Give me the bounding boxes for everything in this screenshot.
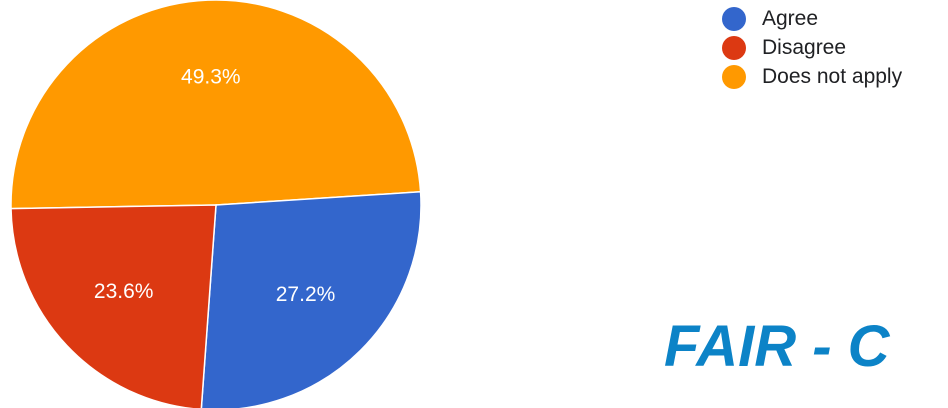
slice-label-disagree: 23.6% (94, 280, 154, 303)
chart-legend: Agree Disagree Does not apply (722, 4, 902, 91)
slice-label-agree: 27.2% (276, 283, 336, 306)
legend-label-agree: Agree (762, 6, 819, 30)
pie-slice-agree[interactable] (200, 190, 422, 408)
slice-label-does-not-apply: 49.3% (181, 66, 241, 89)
legend-item-disagree[interactable]: Disagree (722, 33, 902, 62)
pie-slice-disagree[interactable] (10, 204, 217, 408)
fair-banner-text: FAIR - C (664, 314, 890, 379)
legend-swatch-agree (722, 6, 746, 31)
legend-label-does-not-apply: Does not apply (762, 64, 903, 88)
legend-label-disagree: Disagree (762, 35, 847, 59)
legend-item-agree[interactable]: Agree (722, 4, 902, 33)
legend-swatch-disagree (722, 35, 746, 60)
legend-swatch-does-not-apply (722, 64, 746, 89)
legend-item-does-not-apply[interactable]: Does not apply (722, 62, 902, 91)
pie-slice-does-not-apply[interactable] (10, 0, 422, 210)
